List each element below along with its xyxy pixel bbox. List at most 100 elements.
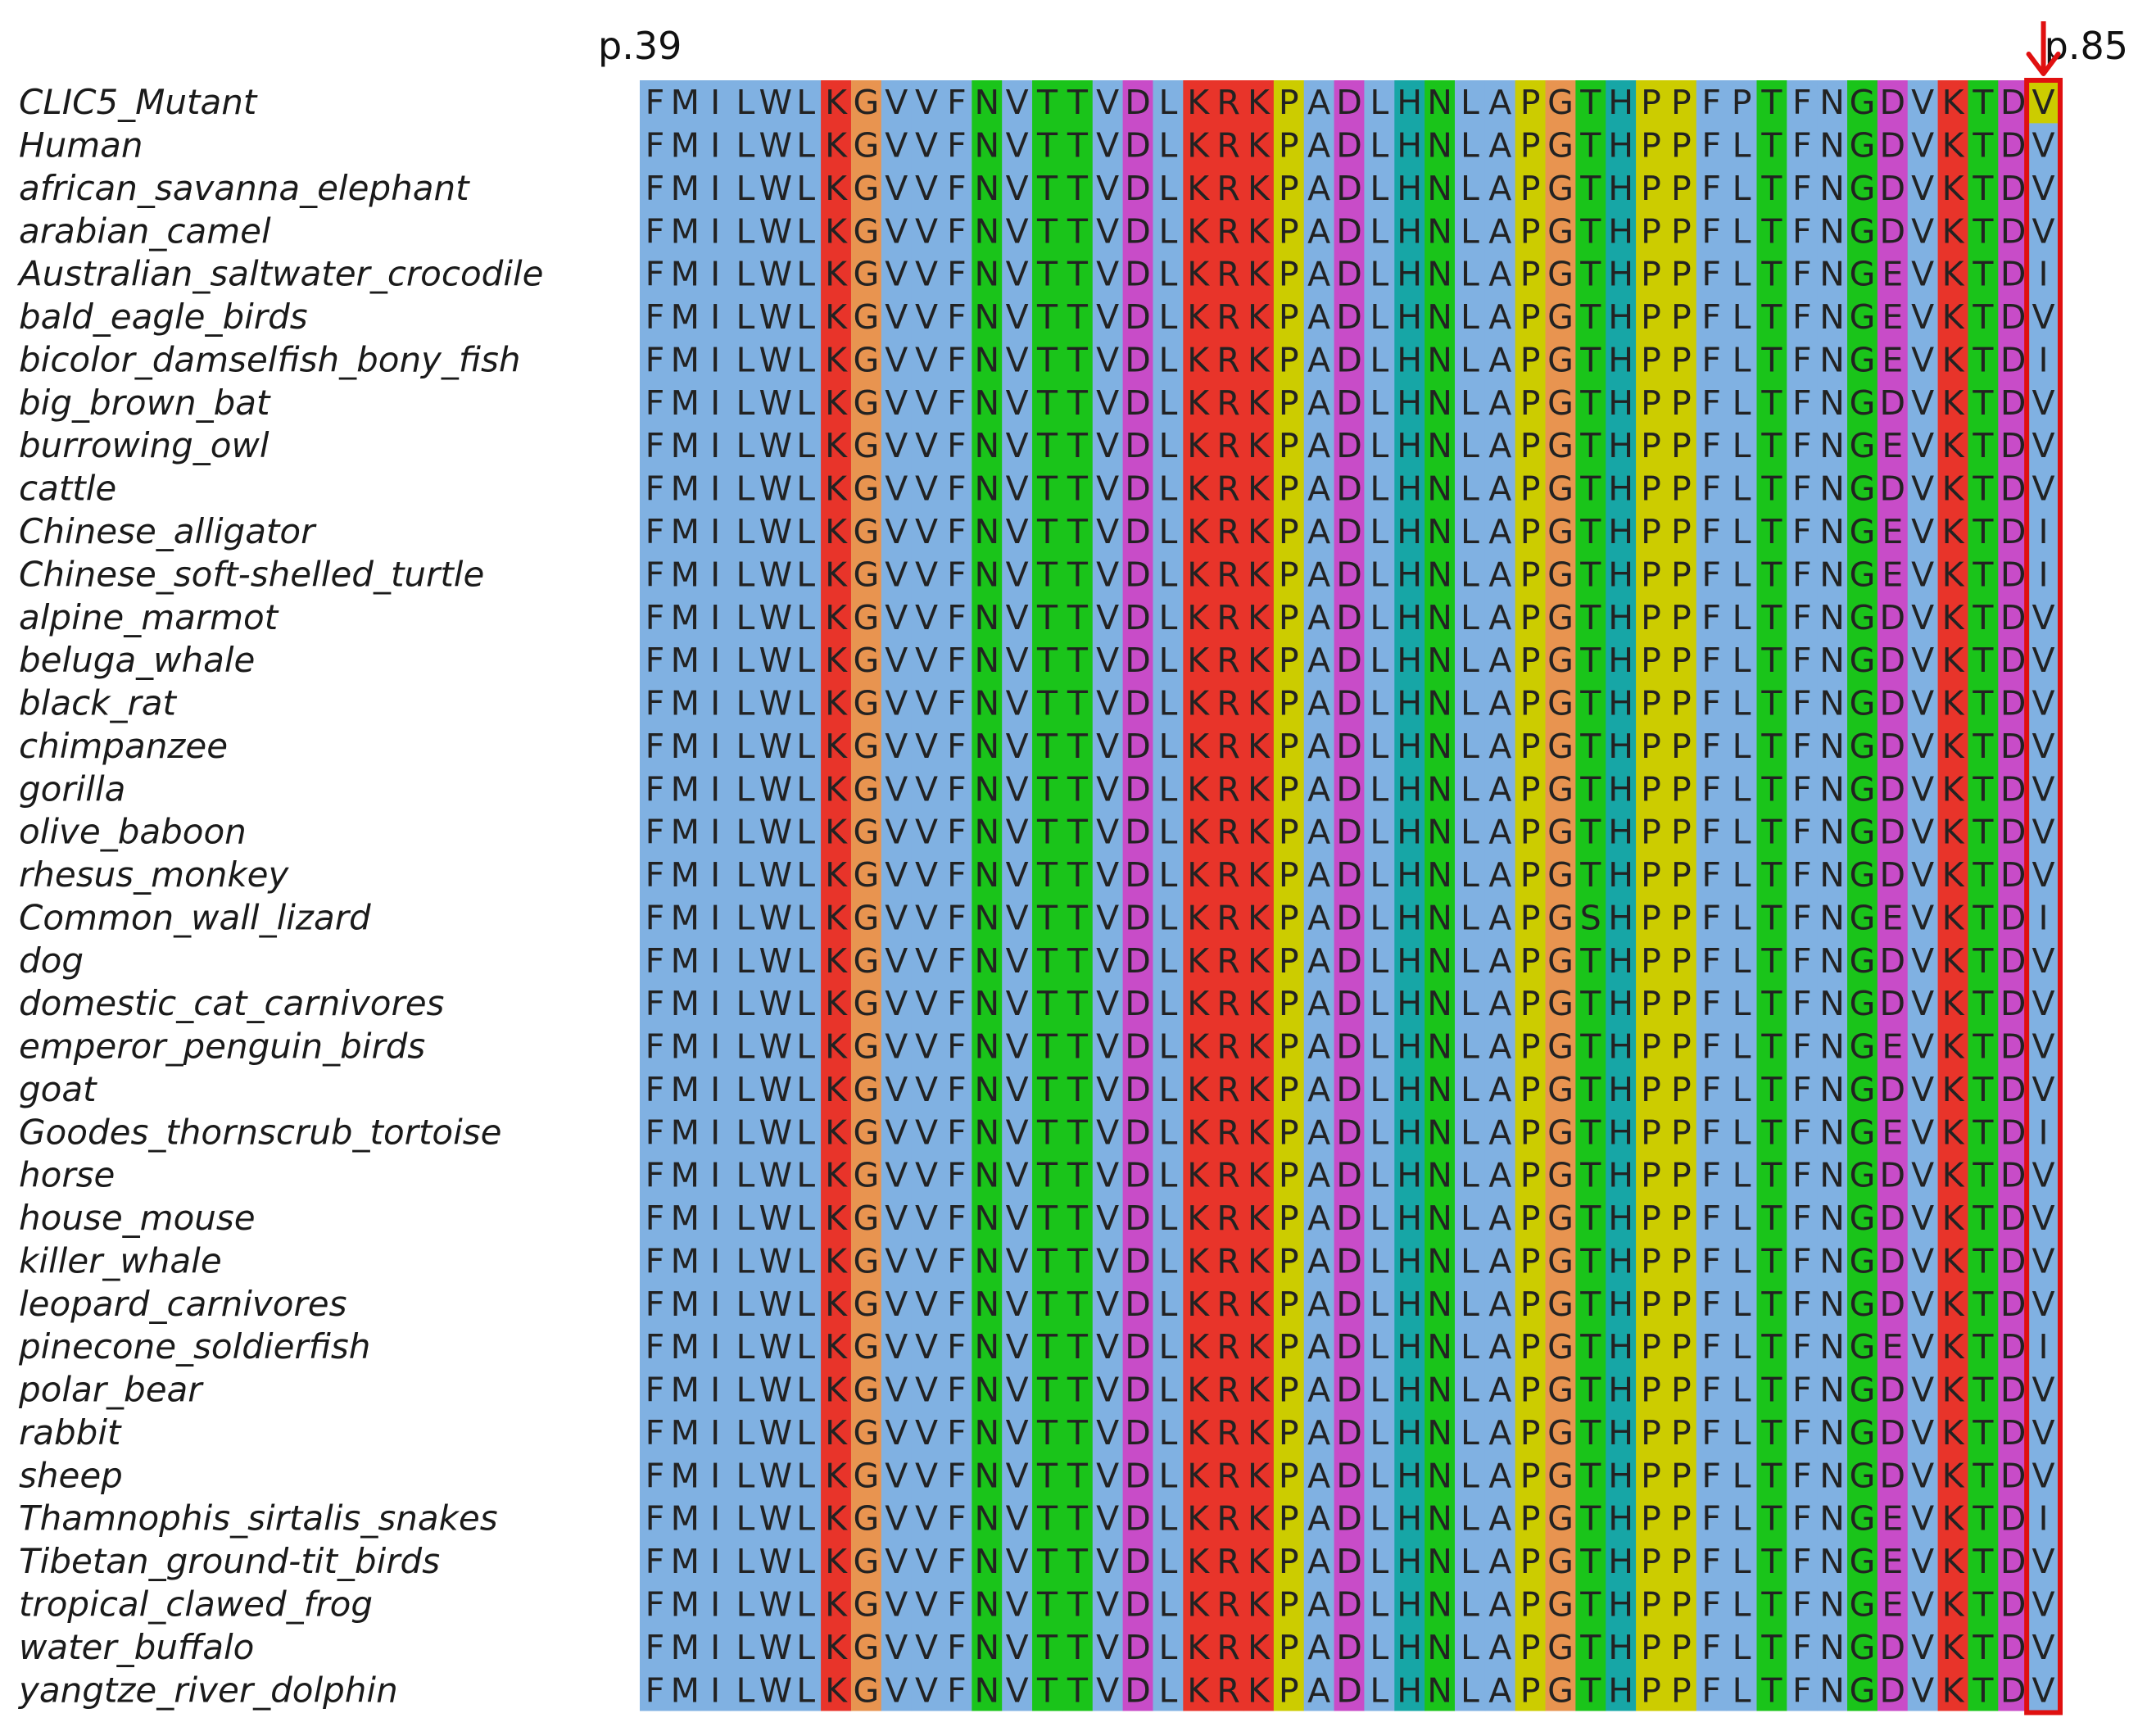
residue: T <box>1760 855 1782 895</box>
residue: T <box>1067 1285 1089 1324</box>
residue: T <box>1760 83 1782 122</box>
residue: H <box>1397 512 1422 551</box>
residue: V <box>2032 126 2055 165</box>
residue: V <box>915 555 938 594</box>
residue: L <box>1461 211 1479 251</box>
residue: W <box>759 1241 793 1280</box>
residue: T <box>1760 255 1782 294</box>
column-bg-24 <box>1334 80 1366 1711</box>
residue: N <box>974 255 999 294</box>
residue: F <box>947 469 967 509</box>
residue: T <box>1972 1371 1994 1410</box>
residue: W <box>759 383 793 423</box>
residue: D <box>2000 426 2027 465</box>
residue: L <box>1733 555 1751 594</box>
residue: N <box>1427 1584 1452 1624</box>
residue: T <box>1579 1156 1601 1195</box>
residue: V <box>885 1584 908 1624</box>
species-name: bald_eagle_birds <box>19 297 308 337</box>
column-bg-41 <box>1847 80 1878 1711</box>
residue: L <box>736 1584 755 1624</box>
residue: L <box>1733 1113 1751 1152</box>
residue: V <box>2032 813 2055 852</box>
residue: I <box>710 469 720 509</box>
residue: K <box>1187 1327 1210 1367</box>
residue: V <box>1911 598 1934 637</box>
column-bg-19 <box>1183 80 1214 1711</box>
residue: N <box>974 469 999 509</box>
residue: T <box>1067 1456 1089 1495</box>
column-bg-2 <box>669 80 701 1711</box>
residue: G <box>853 169 879 208</box>
residue: F <box>1792 1670 1812 1710</box>
residue: F <box>645 1371 665 1410</box>
residue: R <box>1216 297 1240 337</box>
residue: P <box>1520 1371 1541 1410</box>
residue: L <box>736 1156 755 1195</box>
residue: N <box>974 1371 999 1410</box>
residue: L <box>1158 1371 1177 1410</box>
residue: K <box>825 126 848 165</box>
residue: G <box>853 598 879 637</box>
residue: L <box>1370 211 1388 251</box>
residue: P <box>1520 813 1541 852</box>
residue: V <box>915 1156 938 1195</box>
residue: T <box>1972 1156 1994 1195</box>
residue: H <box>1608 941 1633 981</box>
residue: G <box>1850 169 1876 208</box>
residue: L <box>796 1628 815 1667</box>
residue: L <box>1370 340 1388 379</box>
residue: G <box>1547 1027 1574 1067</box>
residue: P <box>1671 1371 1692 1410</box>
column-bg-8 <box>850 80 882 1711</box>
residue: V <box>885 684 908 723</box>
residue: F <box>1701 211 1721 251</box>
species-name: water_buffalo <box>19 1627 254 1667</box>
residue: V <box>915 1199 938 1238</box>
residue: K <box>1942 340 1965 379</box>
residue: H <box>1608 813 1633 852</box>
residue: V <box>1006 1027 1029 1067</box>
residue: L <box>796 1070 815 1109</box>
residue: V <box>1096 555 1119 594</box>
residue: K <box>1248 126 1271 165</box>
residue: F <box>947 1285 967 1324</box>
residue: F <box>1701 598 1721 637</box>
residue: L <box>796 598 815 637</box>
residue: W <box>759 1285 793 1324</box>
column-bg-33 <box>1606 80 1637 1711</box>
residue: V <box>885 813 908 852</box>
species-name: killer_whale <box>19 1240 222 1280</box>
residue: G <box>853 898 879 937</box>
residue: K <box>825 1199 848 1238</box>
residue: F <box>1701 641 1721 680</box>
residue: F <box>1701 1584 1721 1624</box>
residue: T <box>1972 1027 1994 1067</box>
residue: G <box>853 1670 879 1710</box>
residue: D <box>1125 1199 1151 1238</box>
residue: H <box>1608 727 1633 766</box>
residue: P <box>1671 1199 1692 1238</box>
species-name: gorilla <box>19 768 125 809</box>
residue: V <box>1096 984 1119 1023</box>
residue: T <box>1760 1027 1782 1067</box>
residue: F <box>1701 1285 1721 1324</box>
species-name: dog <box>19 941 84 981</box>
residue: M <box>671 340 700 379</box>
residue: N <box>1427 941 1452 981</box>
residue: W <box>759 83 793 122</box>
residue: T <box>1036 684 1058 723</box>
residue: I <box>710 1670 720 1710</box>
residue: T <box>1036 1156 1058 1195</box>
residue: T <box>1036 512 1058 551</box>
residue: P <box>1641 340 1661 379</box>
residue: N <box>974 1456 999 1495</box>
residue: V <box>885 1371 908 1410</box>
residue: D <box>1125 684 1151 723</box>
residue: I <box>710 1371 720 1410</box>
species-name: alpine_marmot <box>19 597 279 637</box>
residue: W <box>759 598 793 637</box>
residue: G <box>1850 211 1876 251</box>
residue: F <box>645 340 665 379</box>
column-bg-22 <box>1273 80 1305 1711</box>
